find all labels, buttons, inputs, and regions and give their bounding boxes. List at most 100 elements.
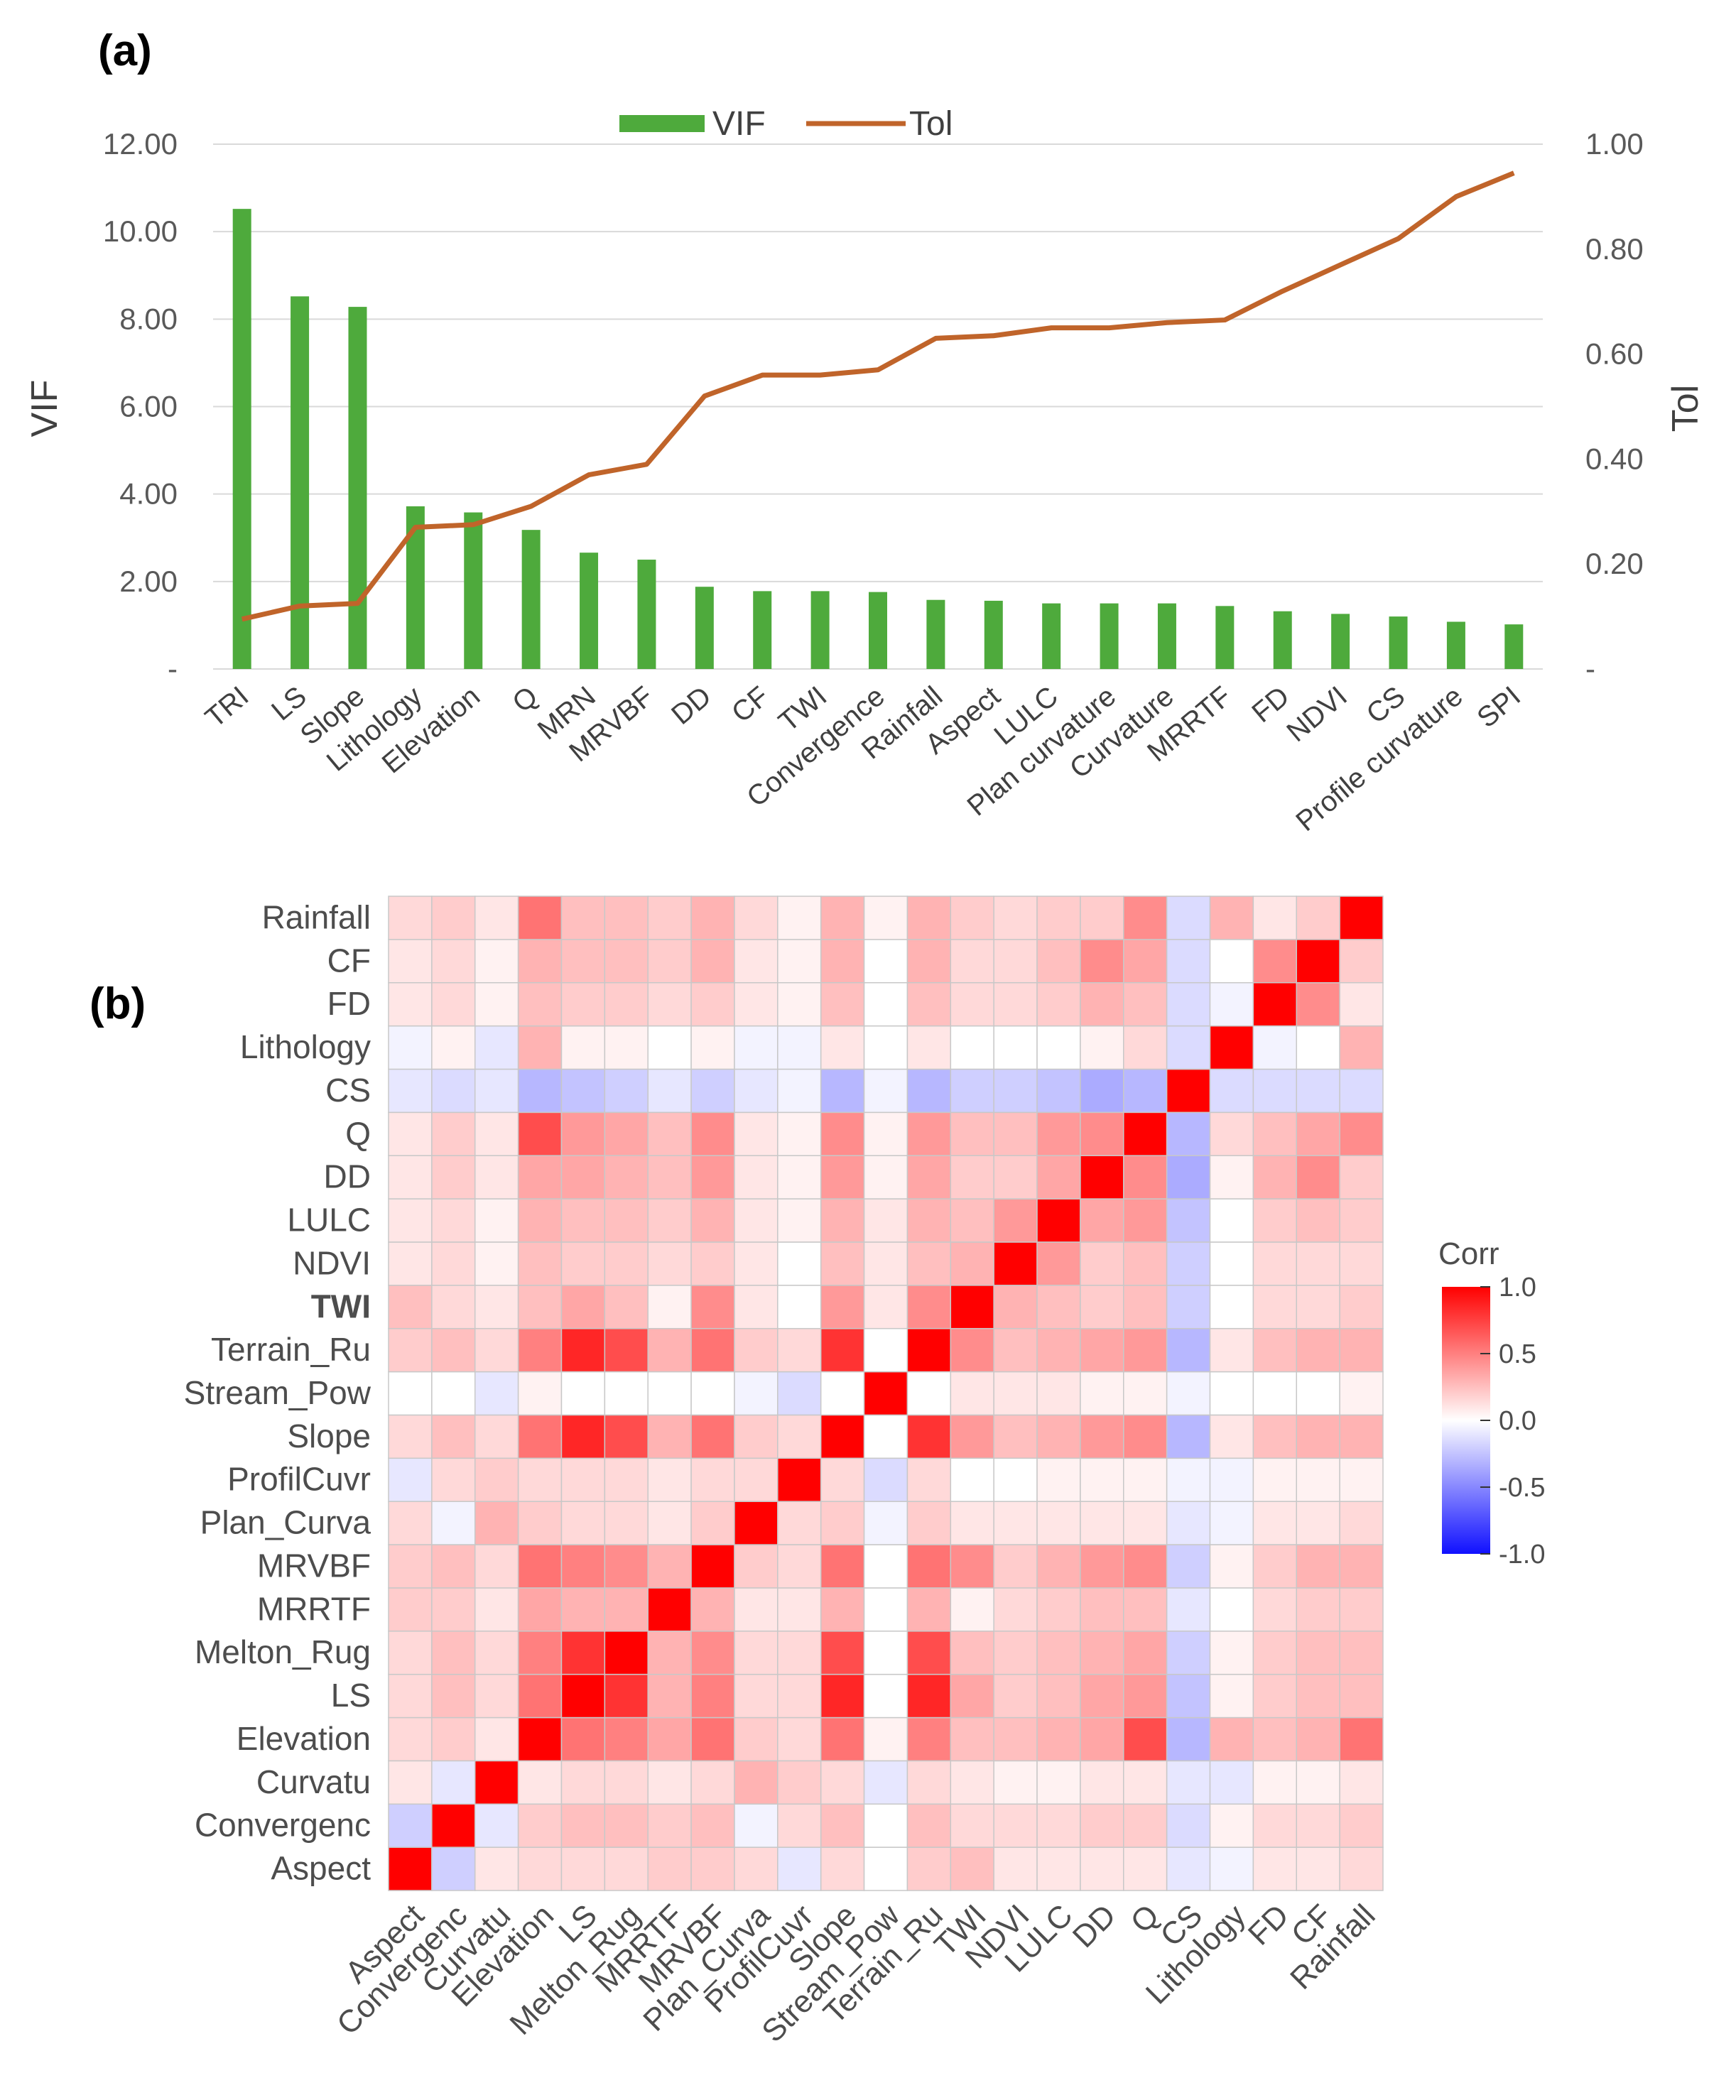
heatmap-cell (1296, 1155, 1340, 1199)
heatmap-cell (1166, 1501, 1211, 1545)
heatmap-cell (1209, 1068, 1254, 1114)
heatmap-cell (1209, 1846, 1254, 1891)
vif-bar (1504, 624, 1524, 669)
heatmap-cell (734, 1241, 779, 1286)
heatmap-cell (431, 1501, 476, 1545)
heatmap-cell (993, 1025, 1038, 1070)
vif-bar (695, 587, 714, 669)
heatmap-cell (863, 1631, 908, 1675)
heatmap-cell (950, 1587, 994, 1632)
heatmap-cell (604, 1673, 649, 1719)
heatmap-cell (647, 1285, 692, 1329)
heatmap-cell (1252, 981, 1298, 1027)
vif-bar (521, 530, 541, 669)
heatmap-cell (388, 1414, 433, 1459)
heatmap-cell (1166, 1414, 1211, 1459)
heatmap-cell (1080, 1327, 1124, 1373)
heatmap-cell (1209, 1414, 1254, 1459)
heatmap-cell (863, 1155, 908, 1199)
heatmap-cell (777, 1198, 822, 1243)
heatmap-cell (604, 1025, 649, 1070)
y-tick-label: 2.00 (119, 565, 178, 598)
legend-vif-label: VIF (712, 105, 766, 143)
heatmap-cell (950, 1501, 994, 1545)
heatmap-cell (734, 981, 779, 1027)
heatmap-cell (604, 1631, 649, 1675)
heatmap-cell (1209, 1631, 1254, 1675)
heatmap-cell (1296, 1241, 1340, 1286)
heatmap-cell (474, 1631, 519, 1675)
heatmap-cell (1339, 1241, 1384, 1286)
heatmap-cell (820, 1068, 865, 1114)
heatmap-cell (863, 981, 908, 1027)
heatmap-cell (1036, 896, 1081, 940)
heatmap-cell (1296, 896, 1340, 940)
heatmap-cell (1339, 1544, 1384, 1589)
heatmap-cell (474, 1501, 519, 1545)
heatmap-cell (734, 1673, 779, 1719)
heatmap-cell (388, 1068, 433, 1114)
heatmap-cell (777, 1587, 822, 1632)
heatmap-cell (431, 1457, 476, 1502)
heatmap-cell (560, 1501, 606, 1545)
heatmap-cell (1339, 896, 1384, 940)
heatmap-cell (1080, 1846, 1124, 1891)
heatmap-cell (388, 1760, 433, 1805)
heatmap-cell (1166, 1717, 1211, 1762)
heatmap-cell (560, 1068, 606, 1114)
heatmap-cell (1036, 1587, 1081, 1632)
heatmap-cell (1252, 1673, 1298, 1719)
heatmap-cell (1123, 1371, 1168, 1416)
y-tick-label: 10.00 (103, 214, 178, 248)
heatmap-y-label: Rainfall (262, 898, 371, 935)
heatmap-cell (474, 1327, 519, 1373)
heatmap-cell (1296, 939, 1340, 984)
heatmap-cell (1252, 1760, 1298, 1805)
heatmap-cell (820, 1111, 865, 1156)
heatmap-cell (1209, 1544, 1254, 1589)
heatmap-cell (1080, 1631, 1124, 1675)
heatmap-cell (604, 1241, 649, 1286)
heatmap-cell (863, 1111, 908, 1156)
panel-label-b: (b) (89, 979, 146, 1028)
heatmap-cell (560, 981, 606, 1027)
heatmap-cell (820, 1327, 865, 1373)
heatmap-cell (604, 981, 649, 1027)
heatmap-cell (1252, 1414, 1298, 1459)
heatmap-cell (517, 1760, 563, 1805)
heatmap-cell (517, 981, 563, 1027)
heatmap-cell (1036, 1501, 1081, 1545)
heatmap-cell (431, 1111, 476, 1156)
heatmap-cell (777, 1631, 822, 1675)
heatmap-cell (388, 1198, 433, 1243)
heatmap-cell (431, 1673, 476, 1719)
heatmap-cell (690, 1631, 735, 1675)
heatmap-cell (604, 896, 649, 940)
heatmap-cell (863, 1501, 908, 1545)
vif-bar (1042, 603, 1061, 669)
heatmap-cell (906, 1717, 952, 1762)
heatmap-cell (517, 1631, 563, 1675)
heatmap-cell (388, 1327, 433, 1373)
heatmap-cell (1123, 1803, 1168, 1848)
colorbar-tick-label: 0.0 (1499, 1406, 1536, 1436)
heatmap-cell (863, 939, 908, 984)
heatmap-cell (604, 1717, 649, 1762)
heatmap-cell (1166, 939, 1211, 984)
heatmap-cell (517, 1846, 563, 1891)
legend-vif-swatch (619, 115, 705, 132)
heatmap-y-label: Slope (287, 1418, 371, 1454)
y2-tick-label: - (1585, 652, 1595, 685)
heatmap-cell (604, 1803, 649, 1848)
heatmap-y-label: FD (327, 985, 371, 1022)
heatmap-cell (906, 1025, 952, 1070)
heatmap-cell (474, 1111, 519, 1156)
heatmap-cell (1209, 1673, 1254, 1719)
heatmap-cell (1252, 1241, 1298, 1286)
heatmap-cell (604, 1760, 649, 1805)
heatmap-cell (388, 1501, 433, 1545)
heatmap-cell (777, 1717, 822, 1762)
heatmap-cell (993, 1587, 1038, 1632)
heatmap-cell (1080, 1155, 1124, 1199)
x-tick-label: DD (666, 680, 717, 731)
